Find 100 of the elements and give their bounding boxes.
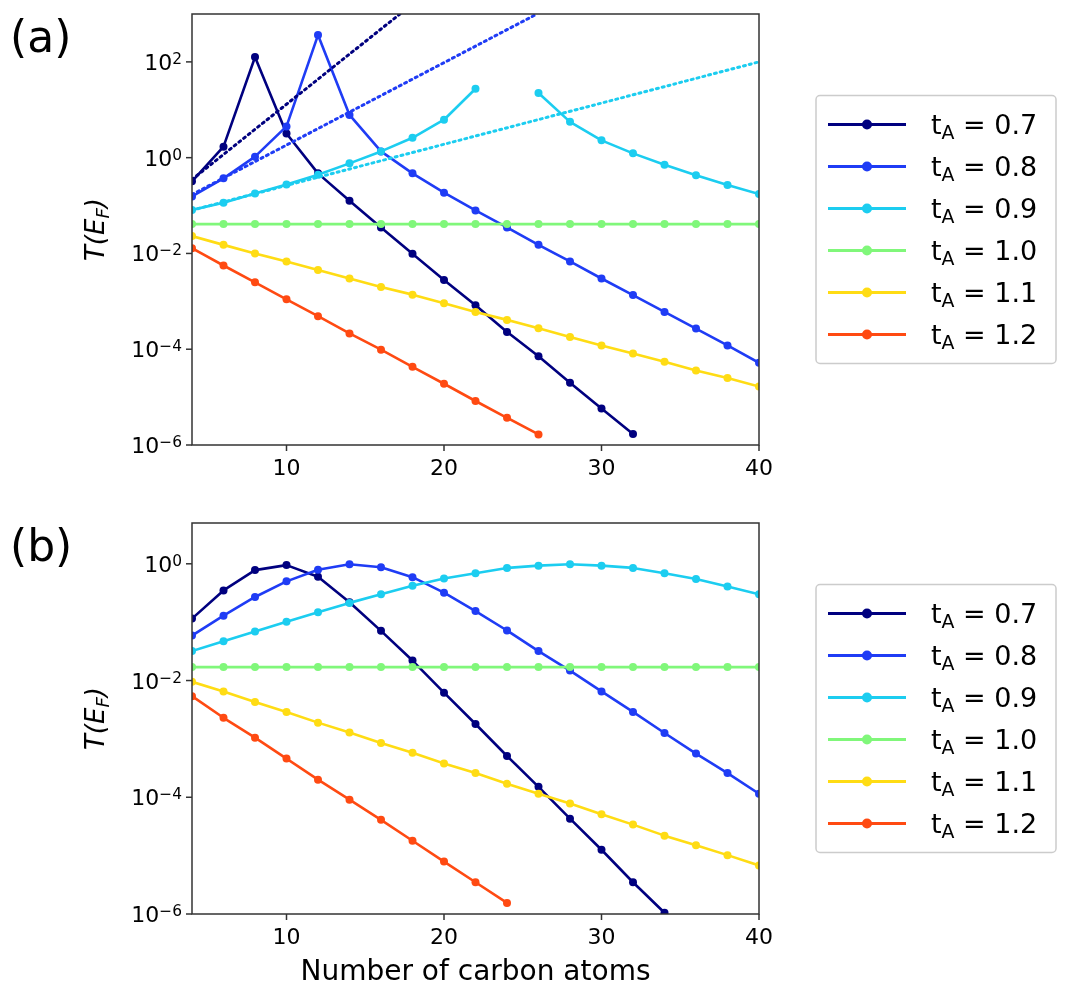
point: [219, 261, 228, 270]
point: [251, 53, 259, 62]
point: [440, 663, 448, 672]
point: [251, 627, 259, 636]
point: [440, 220, 448, 229]
point: [314, 718, 322, 727]
point: [219, 611, 228, 620]
point: [408, 362, 417, 371]
point: [566, 117, 574, 126]
point: [251, 592, 259, 601]
point: [408, 573, 417, 582]
point: [345, 274, 354, 283]
point: [503, 327, 511, 336]
point: [723, 180, 732, 189]
point: [471, 769, 480, 778]
point: [314, 31, 322, 40]
point: [566, 560, 574, 569]
point: [534, 324, 543, 333]
point: [534, 352, 543, 361]
point: [219, 663, 228, 672]
point: [219, 240, 228, 249]
point: [503, 315, 511, 324]
x-tick-label: 20: [430, 455, 458, 480]
point: [597, 810, 606, 819]
point: [345, 220, 354, 229]
point: [440, 275, 448, 284]
point: [377, 815, 385, 824]
point: [503, 413, 511, 422]
point: [282, 577, 291, 586]
point: [503, 563, 511, 572]
point: [314, 266, 322, 275]
point: [219, 713, 228, 722]
point: [314, 312, 322, 321]
x-tick-label: 40: [745, 924, 773, 949]
y-tick-label: 10$^{−6}$: [131, 902, 182, 927]
point: [282, 257, 291, 266]
point: [282, 561, 291, 570]
point: [660, 569, 669, 578]
point: [345, 159, 354, 168]
point: [377, 345, 385, 354]
point: [692, 663, 700, 672]
point: [723, 582, 732, 591]
point: [408, 581, 417, 590]
point: [471, 720, 480, 728]
point: [251, 152, 259, 161]
point: [219, 220, 228, 229]
y-tick-label: 10$^{−2}$: [131, 668, 182, 694]
point: [723, 663, 732, 672]
point: [377, 282, 385, 291]
point: [597, 274, 606, 283]
point: [503, 898, 511, 907]
legend-label: t$_{A}$ = 0.9: [931, 681, 1038, 716]
point: [534, 789, 543, 798]
x-tick-label: 10: [272, 455, 301, 480]
point: [251, 278, 259, 287]
point: [314, 572, 322, 581]
point: [282, 122, 291, 131]
point: [440, 588, 448, 597]
point: [566, 799, 574, 808]
point: [471, 84, 480, 93]
point: [629, 820, 637, 829]
point: [566, 257, 574, 266]
point: [345, 795, 354, 804]
point: [282, 129, 291, 138]
point: [534, 782, 543, 791]
point: [408, 748, 417, 757]
point: [692, 324, 700, 333]
y-tick-label: 10$^{−2}$: [131, 241, 182, 267]
legend-label: t$_{A}$ = 1.1: [931, 276, 1038, 311]
legend-label: t$_{A}$ = 0.8: [931, 639, 1038, 674]
point: [566, 333, 574, 341]
point: [377, 626, 385, 635]
point: [251, 220, 259, 229]
point: [566, 220, 574, 229]
point: [692, 574, 700, 583]
point: [408, 290, 417, 299]
point: [408, 249, 417, 258]
point: [723, 769, 732, 778]
point: [377, 663, 385, 672]
point: [408, 133, 417, 142]
point: [408, 836, 417, 845]
point: [597, 136, 606, 145]
point: [471, 878, 480, 887]
point: [377, 739, 385, 748]
point: [282, 707, 291, 716]
point: [534, 240, 543, 249]
legend-label: t$_{A}$ = 0.8: [931, 150, 1038, 185]
point: [345, 329, 354, 338]
point: [534, 663, 543, 672]
chart-title: (b): [10, 520, 73, 571]
point: [251, 566, 259, 575]
point: [660, 307, 669, 316]
point: [219, 687, 228, 696]
point: [660, 663, 669, 672]
x-tick-label: 40: [745, 455, 773, 480]
point: [629, 429, 637, 438]
point: [692, 749, 700, 758]
point: [723, 374, 732, 383]
point: [597, 220, 606, 229]
legend-label: t$_{A}$ = 0.7: [931, 108, 1038, 143]
